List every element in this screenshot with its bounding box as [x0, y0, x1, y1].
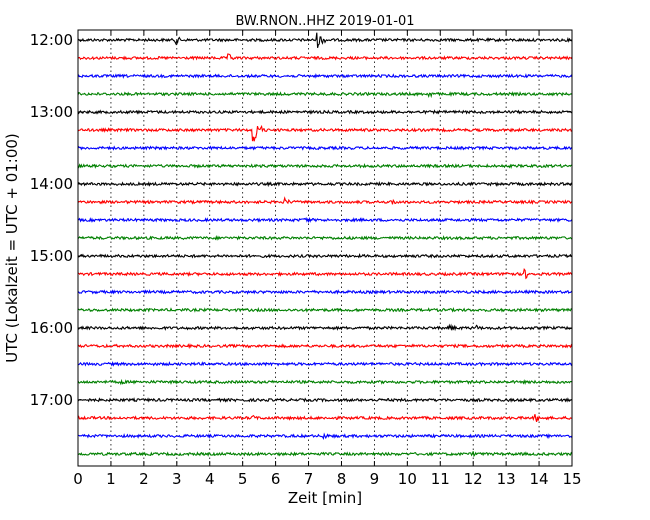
y-tick-label: 13:00 [30, 103, 73, 121]
trace-1300 [77, 109, 573, 115]
plot-frame [77, 29, 573, 467]
x-axis-label: Zeit [min] [288, 489, 362, 507]
y-axis-label: UTC (Lokalzeit = UTC + 01:00) [3, 133, 21, 363]
x-tick-label: 12 [464, 470, 483, 488]
x-tick-label: 8 [337, 470, 347, 488]
trace-1615 [77, 343, 573, 350]
trace-1345 [77, 162, 573, 169]
x-tick-label: 9 [370, 470, 380, 488]
seismic-traces [77, 32, 573, 458]
trace-1330 [77, 145, 573, 151]
trace-1745 [77, 451, 573, 458]
x-tick-label: 7 [304, 470, 314, 488]
x-tick-label: 10 [398, 470, 417, 488]
x-tick-label: 11 [431, 470, 450, 488]
trace-1230 [77, 73, 573, 79]
vertical-gridlines [110, 30, 540, 466]
trace-1200 [77, 32, 573, 49]
trace-1700 [77, 397, 572, 403]
x-tick-label: 13 [497, 470, 516, 488]
trace-1430 [77, 216, 573, 224]
chart-title: BW.RNON..HHZ 2019-01-01 [235, 14, 414, 29]
y-tick-label: 17:00 [30, 391, 73, 409]
x-tick-label: 2 [139, 470, 149, 488]
y-tick-label: 16:00 [30, 319, 73, 337]
trace-1515 [77, 268, 573, 280]
trace-1545 [77, 306, 573, 313]
trace-1500 [77, 253, 573, 259]
y-tick-label: 15:00 [30, 247, 73, 265]
trace-1530 [77, 289, 573, 295]
x-tick-label: 3 [172, 470, 182, 488]
trace-1445 [77, 235, 573, 241]
x-tick-label: 5 [238, 470, 248, 488]
x-tick-label: 0 [73, 470, 83, 488]
trace-1645 [77, 378, 573, 386]
trace-1415 [77, 196, 573, 205]
trace-1215 [77, 53, 573, 61]
x-tick-label: 14 [530, 470, 549, 488]
x-tick-label: 1 [106, 470, 116, 488]
y-tick-label: 14:00 [30, 175, 73, 193]
x-tick-label: 4 [205, 470, 215, 488]
trace-1400 [77, 181, 573, 188]
trace-1730 [78, 432, 573, 440]
x-tick-label: 6 [271, 470, 281, 488]
x-axis-ticks: 0 1 2 3 4 5 6 7 8 9 10 11 12 13 14 15 [73, 30, 582, 488]
y-axis-ticks: 12:00 13:00 14:00 15:00 16:00 17:00 [30, 31, 572, 409]
x-tick-label: 15 [562, 470, 581, 488]
trace-1315 [77, 124, 573, 142]
trace-1600 [77, 323, 573, 332]
trace-1715 [77, 414, 573, 423]
trace-1630 [77, 361, 573, 367]
y-tick-label: 12:00 [30, 31, 73, 49]
trace-1245 [77, 91, 573, 99]
